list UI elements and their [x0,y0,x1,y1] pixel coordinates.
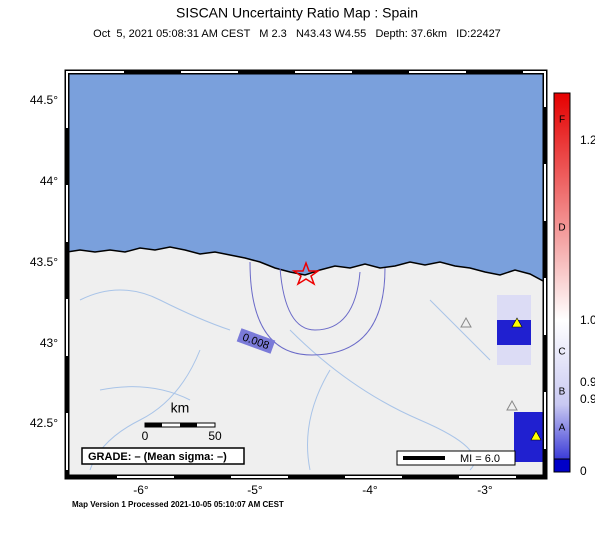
lat-label: 43.5° [30,255,58,269]
legend-label: MI = 6.0 [460,453,500,465]
contour-inner [279,267,361,331]
station [511,317,523,328]
lon-labels: -6° -5° -4° -3° [133,483,493,497]
colorbar: F D C B A 1.2 1.0 0.9 0.9 0 [553,92,595,478]
grade-letter: C [558,347,565,358]
lon-label: -6° [133,483,149,497]
scale-label: 0 [142,429,149,443]
grade-box [81,447,245,465]
lat-label: 44° [40,174,58,188]
colorbar-base [553,458,571,473]
scale-unit: km [171,400,190,416]
legend-box [396,450,516,466]
epicenter [291,260,321,286]
scale-label: 50 [208,429,222,443]
footer: Map Version 1 Processed 2021-10-05 05:10… [72,500,284,509]
lon-label: -5° [247,483,263,497]
colorbar-gradient [553,92,571,460]
station [460,316,472,328]
station-cell [514,412,545,462]
subtitle: Oct 5, 2021 05:08:31 AM CEST M 2.3 N43.4… [93,28,501,40]
frame-ticks [66,71,546,478]
station [506,399,518,411]
grade: GRADE: – (Mean sigma: –) [88,451,227,463]
colorbar-value: 1.0 [580,313,595,327]
colorbar-value: 0 [580,464,587,478]
scale-seg [145,423,162,427]
title: SISCAN Uncertainty Ratio Map : Spain [176,5,418,21]
contour-label-bg [236,328,276,354]
grade-letter: B [559,387,566,398]
map: 0.008 [64,69,548,480]
colorbar-value: 0.9 [580,375,595,389]
lat-labels: 44.5° 44° 43.5° 43° 42.5° [30,93,58,430]
scale-bar: km 0 50 [142,400,222,443]
ocean [66,71,546,284]
lat-label: 43° [40,336,58,350]
scale-seg [180,423,197,427]
contour-outer [249,261,386,356]
colorbar-value: 0.9 [580,392,595,406]
colorbar-value: 1.2 [580,133,595,147]
lat-label: 42.5° [30,416,58,430]
station [530,430,542,441]
lon-label: -4° [362,483,378,497]
lat-label: 44.5° [30,93,58,107]
grade-letter: D [558,223,565,234]
grade-letter: F [559,115,565,126]
lon-label: -3° [477,483,493,497]
grade-letter: A [559,423,566,434]
